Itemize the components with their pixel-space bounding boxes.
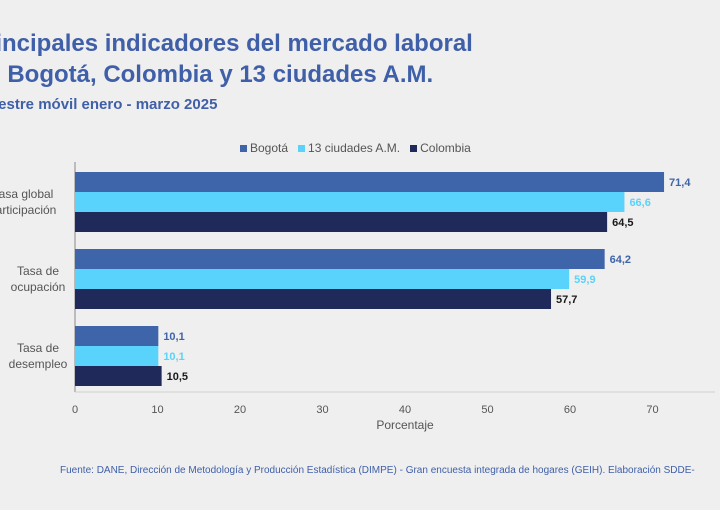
chart-title: rincipales indicadores del mercado labor… <box>0 28 720 90</box>
data-label-2-2: 10,5 <box>167 371 188 383</box>
legend-item-colombia: Colombia <box>410 141 471 155</box>
x-tick-label-40: 40 <box>399 404 411 416</box>
x-tick-label-60: 60 <box>564 404 576 416</box>
x-tick-label-20: 20 <box>234 404 246 416</box>
category-label-desempleo-line-2: desempleo <box>8 357 68 371</box>
data-label-0-2: 64,5 <box>612 217 633 229</box>
legend-label-bogota: Bogotá <box>250 141 289 155</box>
chart-title-line-2: n Bogotá, Colombia y 13 ciudades A.M. <box>0 61 434 88</box>
data-label-2-1: 10,1 <box>163 351 184 363</box>
legend-label-colombia: Colombia <box>420 141 471 155</box>
bar-0-1 <box>75 192 625 212</box>
data-label-0-0: 71,4 <box>669 177 691 189</box>
bar-2-0 <box>75 326 159 346</box>
x-axis-title: Porcentaje <box>376 418 434 432</box>
legend-item-13-ciudades: 13 ciudades A.M. <box>298 141 400 155</box>
x-tick-label-30: 30 <box>316 404 328 416</box>
data-label-0-1: 66,6 <box>629 197 650 209</box>
category-label-participacion-line-2: articipación <box>0 203 57 217</box>
category-label-ocupacion-line-1: Tasa de <box>16 264 60 278</box>
data-label-1-0: 64,2 <box>610 254 631 266</box>
x-tick-label-10: 10 <box>151 404 163 416</box>
category-label-desempleo: Tasa de desempleo <box>0 340 78 372</box>
legend-swatch-colombia <box>410 144 418 152</box>
bar-1-0 <box>75 249 605 269</box>
x-tick-label-70: 70 <box>646 404 658 416</box>
chart-title-line-1: rincipales indicadores del mercado labor… <box>0 30 473 57</box>
data-label-2-0: 10,1 <box>163 331 184 343</box>
bar-2-1 <box>75 346 159 366</box>
category-label-desempleo-line-1: Tasa de <box>16 341 60 355</box>
legend-label-13-ciudades: 13 ciudades A.M. <box>308 141 401 155</box>
bar-2-2 <box>75 366 162 386</box>
data-label-1-2: 57,7 <box>556 294 577 306</box>
source-note: Fuente: DANE, Dirección de Metodología y… <box>60 465 695 476</box>
bar-0-0 <box>75 172 665 192</box>
bar-chart: 71,4 64,2 10,1 66,6 59,9 10,1 64,5 57,7 10,5 0 10 2… <box>72 162 715 432</box>
chart-legend: Bogotá 13 ciudades A.M. Colombia <box>240 140 471 156</box>
bar-1-1 <box>75 269 570 289</box>
data-label-1-1: 59,9 <box>574 274 595 286</box>
x-tick-label-0: 0 <box>72 404 78 416</box>
category-label-ocupacion-line-2: ocupación <box>10 280 66 294</box>
category-label-participacion: asa global articipación <box>0 186 66 218</box>
x-tick-label-50: 50 <box>481 404 493 416</box>
legend-swatch-bogota <box>240 144 247 152</box>
legend-item-bogota: Bogotá <box>240 141 288 155</box>
bar-0-2 <box>75 212 608 232</box>
chart-subtitle: nestre móvil enero - marzo 2025 <box>0 96 218 113</box>
category-label-ocupacion: Tasa de ocupación <box>0 263 78 295</box>
category-label-participacion-line-1: asa global <box>0 187 54 201</box>
legend-swatch-13-ciudades <box>298 144 306 152</box>
bar-1-2 <box>75 289 552 309</box>
